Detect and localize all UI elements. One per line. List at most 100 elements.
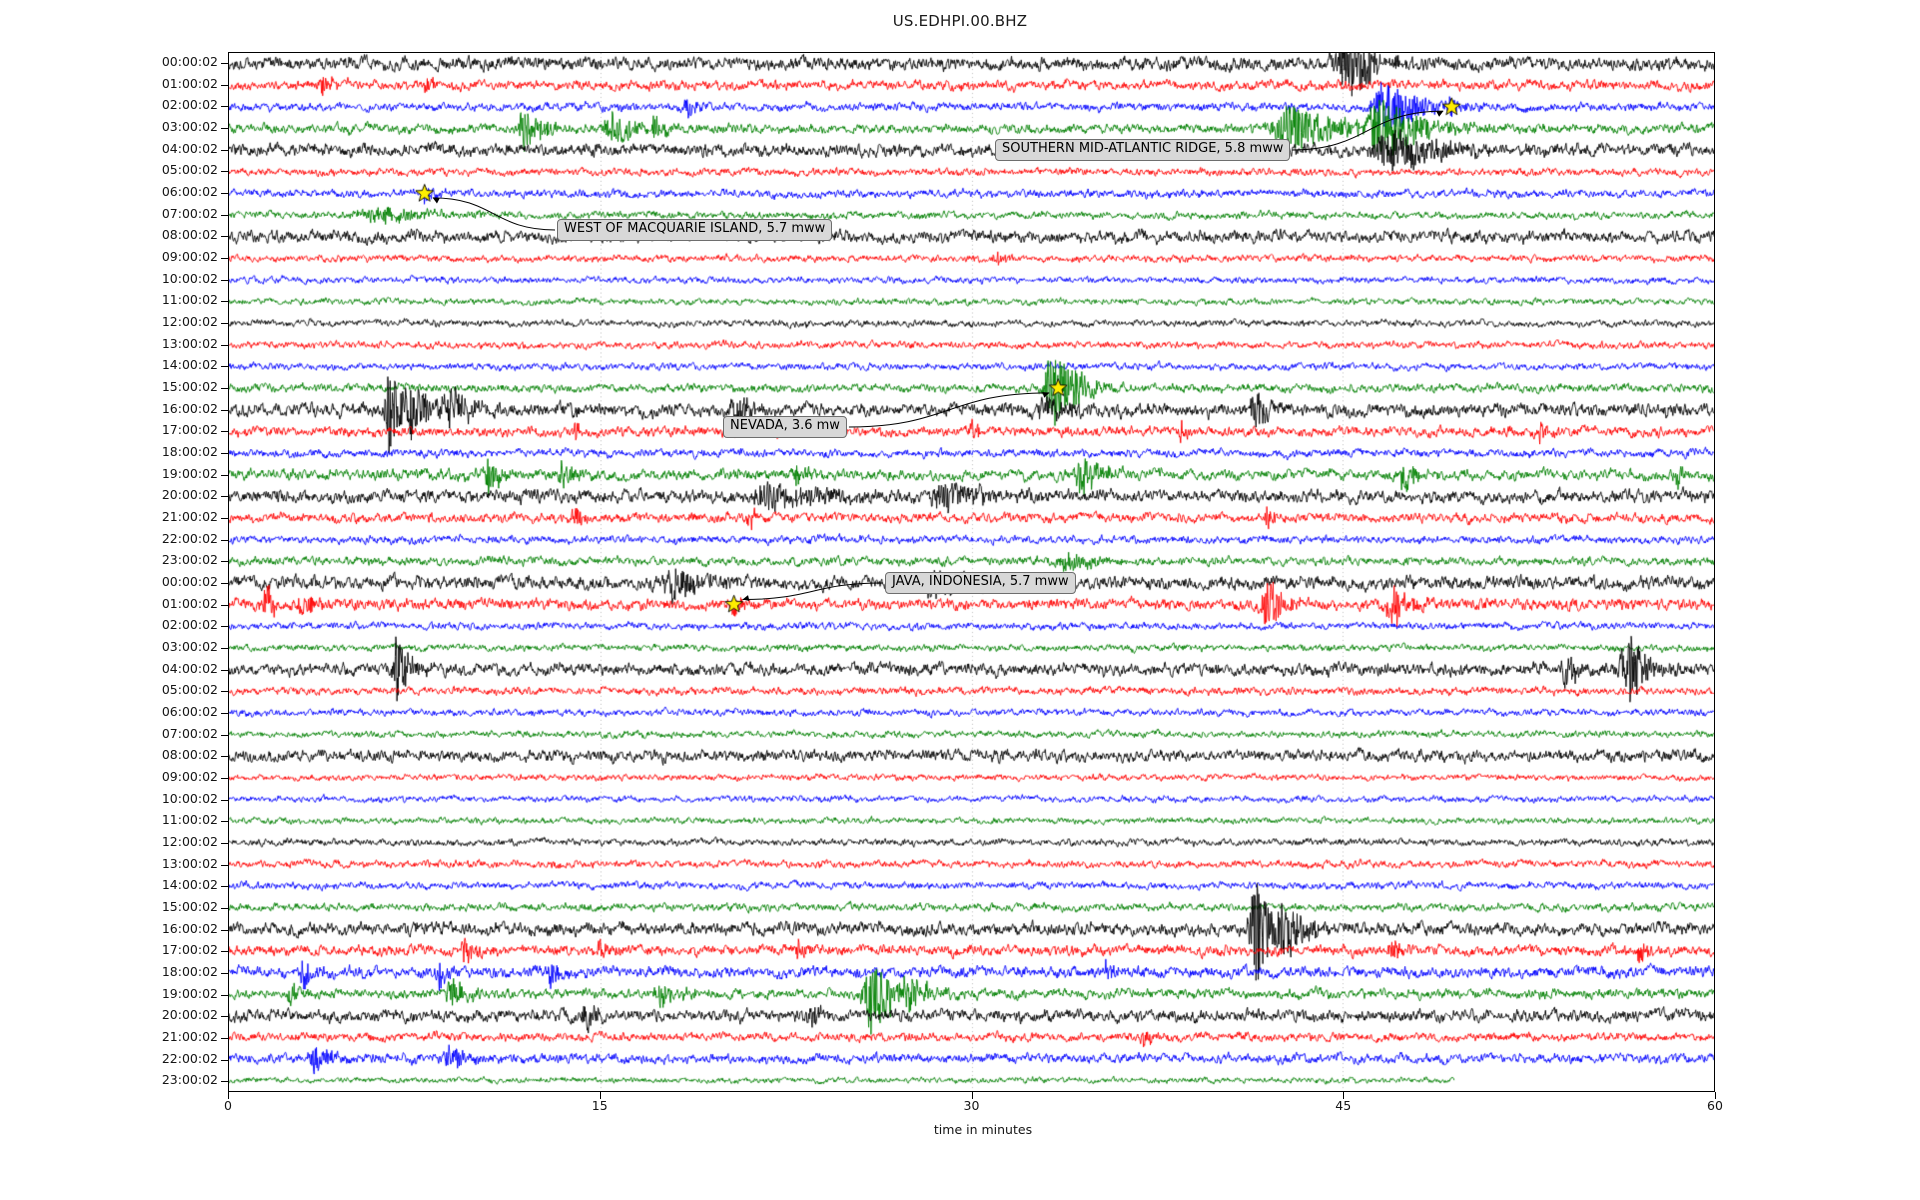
y-axis-tick-label: 14:00:02 — [161, 357, 218, 373]
y-axis-tick-mark — [221, 951, 228, 953]
y-axis-tick-label: 19:00:02 — [161, 465, 218, 481]
y-axis-tick-label: 02:00:02 — [161, 97, 218, 113]
y-axis-tick-mark — [221, 257, 228, 259]
y-axis-tick-mark — [221, 972, 228, 974]
y-axis-tick-mark — [221, 279, 228, 281]
y-axis-tick-label: 22:00:02 — [161, 1050, 218, 1066]
x-axis-tick-mark — [1715, 1092, 1716, 1099]
y-axis-tick-mark — [221, 669, 228, 671]
y-axis-tick-mark — [221, 496, 228, 498]
x-axis-label: time in minutes — [0, 1122, 1920, 1137]
y-axis-tick-label: 10:00:02 — [161, 790, 218, 806]
event-annotation-label[interactable]: JAVA, INDONESIA, 5.7 mww — [885, 572, 1076, 594]
y-axis-tick-label: 07:00:02 — [161, 725, 218, 741]
y-axis-tick-label: 21:00:02 — [161, 1028, 218, 1044]
y-axis-tick-label: 16:00:02 — [161, 400, 218, 416]
y-axis-tick-mark — [221, 366, 228, 368]
y-axis-tick-mark — [221, 62, 228, 64]
y-axis-tick-mark — [221, 561, 228, 563]
y-axis-tick-label: 06:00:02 — [161, 703, 218, 719]
x-axis-tick-label: 45 — [1335, 1098, 1352, 1113]
y-axis-tick-label: 22:00:02 — [161, 530, 218, 546]
x-axis-tick-mark — [971, 1092, 973, 1099]
y-axis-tick-label: 23:00:02 — [161, 552, 218, 568]
y-axis-tick-mark — [221, 756, 228, 758]
y-axis-tick-label: 03:00:02 — [161, 118, 218, 134]
y-axis-tick-mark — [221, 929, 228, 931]
y-axis-tick-label: 07:00:02 — [161, 205, 218, 221]
y-axis-tick-mark — [221, 539, 228, 541]
y-axis-tick-label: 03:00:02 — [161, 638, 218, 654]
y-axis-tick-label: 10:00:02 — [161, 270, 218, 286]
y-axis-tick-mark — [221, 452, 228, 454]
y-axis-tick-label: 11:00:02 — [161, 292, 218, 308]
y-axis-tick-mark — [221, 734, 228, 736]
x-axis-tick-mark — [228, 1092, 229, 1099]
y-axis-tick-mark — [221, 864, 228, 866]
y-axis-tick-label: 12:00:02 — [161, 833, 218, 849]
event-annotation-label[interactable]: WEST OF MACQUARIE ISLAND, 5.7 mww — [557, 219, 833, 241]
y-axis-tick-label: 18:00:02 — [161, 443, 218, 459]
y-axis-tick-mark — [221, 322, 228, 324]
y-axis-tick-label: 06:00:02 — [161, 183, 218, 199]
y-axis-tick-label: 04:00:02 — [161, 660, 218, 676]
y-axis-tick-label: 08:00:02 — [161, 227, 218, 243]
y-axis-tick-mark — [221, 691, 228, 693]
y-axis-tick-mark — [221, 712, 228, 714]
y-axis-tick-mark — [221, 1059, 228, 1061]
y-axis-tick-mark — [221, 431, 228, 433]
y-axis-tick-label: 01:00:02 — [161, 75, 218, 91]
y-axis-tick-label: 05:00:02 — [161, 162, 218, 178]
y-axis-tick-label: 23:00:02 — [161, 1072, 218, 1088]
y-axis-tick-label: 13:00:02 — [161, 855, 218, 871]
y-axis-tick-mark — [221, 821, 228, 823]
y-axis-tick-label: 14:00:02 — [161, 877, 218, 893]
x-axis-tick-label: 15 — [591, 1098, 608, 1113]
y-axis-tick-label: 11:00:02 — [161, 812, 218, 828]
y-axis-tick-mark — [221, 127, 228, 129]
y-axis-tick-mark — [221, 799, 228, 801]
y-axis-tick-mark — [221, 84, 228, 86]
y-axis-tick-label: 05:00:02 — [161, 682, 218, 698]
x-axis-label-text: time in minutes — [933, 1122, 1033, 1137]
x-axis-tick-mark — [1343, 1092, 1345, 1099]
y-axis-tick-mark — [221, 149, 228, 151]
y-axis-tick-mark — [221, 1081, 228, 1083]
y-axis-tick-label: 20:00:02 — [161, 1007, 218, 1023]
y-axis-tick-label: 08:00:02 — [161, 747, 218, 763]
y-axis-tick-label: 09:00:02 — [161, 248, 218, 264]
y-axis-tick-label: 04:00:02 — [161, 140, 218, 156]
y-axis-tick-mark — [221, 582, 228, 584]
x-axis-tick-label: 60 — [1707, 1098, 1723, 1113]
y-axis-tick-label: 17:00:02 — [161, 422, 218, 438]
y-axis-tick-label: 13:00:02 — [161, 335, 218, 351]
x-axis-tick-mark — [599, 1092, 601, 1099]
y-axis-tick-label: 12:00:02 — [161, 313, 218, 329]
y-axis-tick-mark — [221, 1037, 228, 1039]
x-axis-tick-label: 30 — [963, 1098, 980, 1113]
y-axis-tick-mark — [221, 994, 228, 996]
y-axis-tick-label: 20:00:02 — [161, 487, 218, 503]
y-axis-tick-mark — [221, 777, 228, 779]
y-axis-tick-mark — [221, 236, 228, 238]
y-axis-tick-label: 15:00:02 — [161, 898, 218, 914]
y-axis-tick-mark — [221, 517, 228, 519]
y-axis-tick-mark — [221, 344, 228, 346]
y-axis-tick-mark — [221, 171, 228, 173]
y-axis-tick-label: 01:00:02 — [161, 595, 218, 611]
y-axis-tick-label: 02:00:02 — [161, 617, 218, 633]
y-axis-tick-mark — [221, 626, 228, 628]
event-annotation-label[interactable]: NEVADA, 3.6 mw — [723, 416, 847, 438]
y-axis-tick-label: 19:00:02 — [161, 985, 218, 1001]
y-axis-tick-label: 09:00:02 — [161, 768, 218, 784]
y-axis-tick-mark — [221, 214, 228, 216]
y-axis-tick-label: 16:00:02 — [161, 920, 218, 936]
y-axis-tick-mark — [221, 907, 228, 909]
event-annotation-label[interactable]: SOUTHERN MID-ATLANTIC RIDGE, 5.8 mww — [995, 139, 1291, 161]
y-axis-tick-mark — [221, 842, 228, 844]
y-axis-tick-mark — [221, 604, 228, 606]
y-axis-tick-mark — [221, 192, 228, 194]
y-axis-tick-mark — [221, 106, 228, 108]
y-axis-tick-mark — [221, 409, 228, 411]
